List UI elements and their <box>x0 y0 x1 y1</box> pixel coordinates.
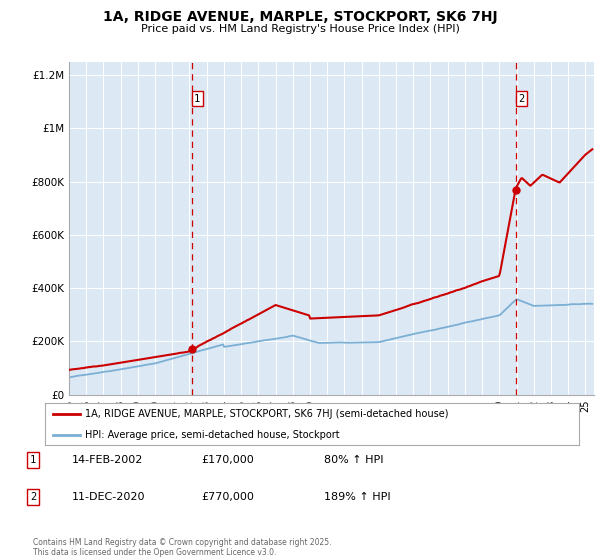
Text: 2: 2 <box>518 94 524 104</box>
Text: 11-DEC-2020: 11-DEC-2020 <box>72 492 146 502</box>
Text: £170,000: £170,000 <box>201 455 254 465</box>
Text: 189% ↑ HPI: 189% ↑ HPI <box>324 492 391 502</box>
Text: 2: 2 <box>30 492 36 502</box>
Text: 1A, RIDGE AVENUE, MARPLE, STOCKPORT, SK6 7HJ (semi-detached house): 1A, RIDGE AVENUE, MARPLE, STOCKPORT, SK6… <box>85 409 449 419</box>
Text: 1: 1 <box>194 94 200 104</box>
Text: Price paid vs. HM Land Registry's House Price Index (HPI): Price paid vs. HM Land Registry's House … <box>140 24 460 34</box>
Text: Contains HM Land Registry data © Crown copyright and database right 2025.
This d: Contains HM Land Registry data © Crown c… <box>33 538 331 557</box>
Text: 80% ↑ HPI: 80% ↑ HPI <box>324 455 383 465</box>
Text: £770,000: £770,000 <box>201 492 254 502</box>
Text: 14-FEB-2002: 14-FEB-2002 <box>72 455 143 465</box>
Text: HPI: Average price, semi-detached house, Stockport: HPI: Average price, semi-detached house,… <box>85 430 340 440</box>
Text: 1A, RIDGE AVENUE, MARPLE, STOCKPORT, SK6 7HJ: 1A, RIDGE AVENUE, MARPLE, STOCKPORT, SK6… <box>103 10 497 24</box>
Text: 1: 1 <box>30 455 36 465</box>
